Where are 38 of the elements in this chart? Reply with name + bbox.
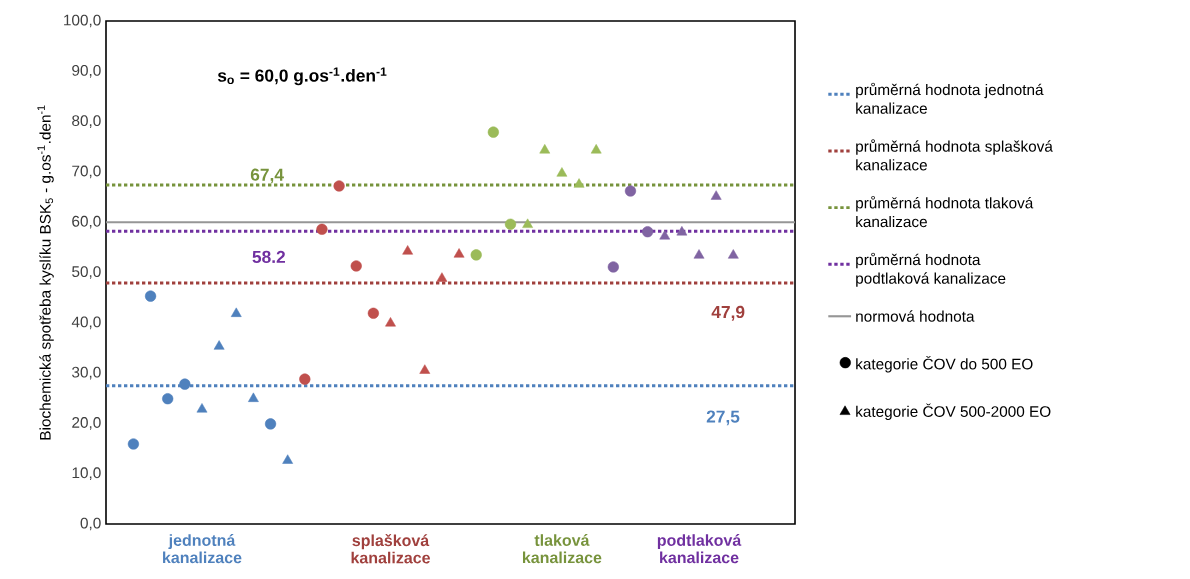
y-tick-label: 70,0: [72, 165, 101, 179]
legend-label: normová hodnota: [856, 310, 975, 322]
point: [693, 249, 705, 259]
x-tick-label: splašková kanalizace: [351, 534, 430, 564]
legend-label: průměrná hodnota jednotná kanalizace: [856, 82, 1044, 114]
legend-label: průměrná hodnota podtlaková kanalizace: [856, 252, 1006, 287]
legend-label: průměrná hodnota splašková kanalizace: [856, 139, 1053, 171]
y-tick-label: 30,0: [72, 366, 101, 380]
point: [659, 230, 671, 240]
annotation: 67,4: [250, 168, 284, 184]
y-tick-label: 100,0: [64, 14, 101, 28]
point: [590, 144, 602, 154]
annotation: 27,5: [706, 410, 740, 426]
y-tick-label: 40,0: [71, 316, 101, 330]
legend-label: průměrná hodnota tlaková kanalizace: [856, 195, 1034, 228]
annotation: 47,9: [711, 305, 745, 321]
y-tick-label: 0,0: [80, 517, 101, 531]
text: kategorie ČOV do 500 EO: [856, 355, 1033, 373]
x-tick-label: tlaková kanalizace: [522, 534, 602, 564]
point: [573, 178, 585, 188]
point: [676, 226, 688, 236]
point: [710, 190, 722, 200]
y-axis-title: Biochemická spotřeba kyslíku BSK$_{5}$ - g.os$^{-1}$.den$^{-1}$: [37, 105, 54, 440]
y-tick-label: 60,0: [72, 215, 101, 229]
annotation: 58.2: [252, 250, 285, 264]
annotation: s$_{o}$ = 60,0 g.os$^{-1}$.den$^{-1}$: [217, 67, 387, 86]
y-tick-label: 20,0: [72, 417, 101, 430]
point: [556, 167, 568, 177]
point: [522, 218, 533, 228]
x-tick-label: jednotná kanalizace: [163, 534, 242, 564]
y-tick-label: 90,0: [72, 64, 101, 78]
x-tick-label: podtlaková kanalizace: [657, 534, 742, 564]
y-tick-label: 10,0: [72, 467, 101, 481]
text: kategorie ČOV 500-2000 EO: [856, 403, 1051, 421]
point: [727, 249, 739, 259]
y-tick-label: 50,0: [72, 266, 101, 279]
point: [539, 144, 551, 154]
y-tick-label: 80,0: [72, 115, 101, 128]
